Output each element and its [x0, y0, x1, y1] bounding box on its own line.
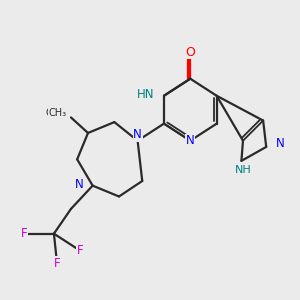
Text: F: F: [77, 244, 84, 257]
Text: N: N: [275, 137, 284, 150]
Text: N: N: [133, 128, 142, 141]
Text: CH₃: CH₃: [45, 108, 63, 118]
Text: F: F: [21, 227, 28, 240]
Text: HN: HN: [136, 88, 154, 101]
Text: N: N: [186, 134, 195, 147]
Text: N: N: [275, 137, 284, 150]
Text: N: N: [75, 178, 84, 190]
Text: O: O: [185, 46, 195, 59]
Text: N: N: [133, 128, 142, 141]
Text: HN: HN: [136, 88, 153, 101]
Text: F: F: [54, 256, 60, 270]
Text: N: N: [186, 134, 195, 147]
Text: NH: NH: [235, 165, 251, 175]
Text: CH₃: CH₃: [48, 108, 66, 118]
Text: F: F: [77, 244, 84, 257]
Text: N: N: [75, 178, 84, 190]
Text: F: F: [54, 256, 60, 270]
Text: O: O: [185, 46, 195, 59]
Text: F: F: [21, 227, 28, 240]
Text: NH: NH: [235, 165, 251, 175]
